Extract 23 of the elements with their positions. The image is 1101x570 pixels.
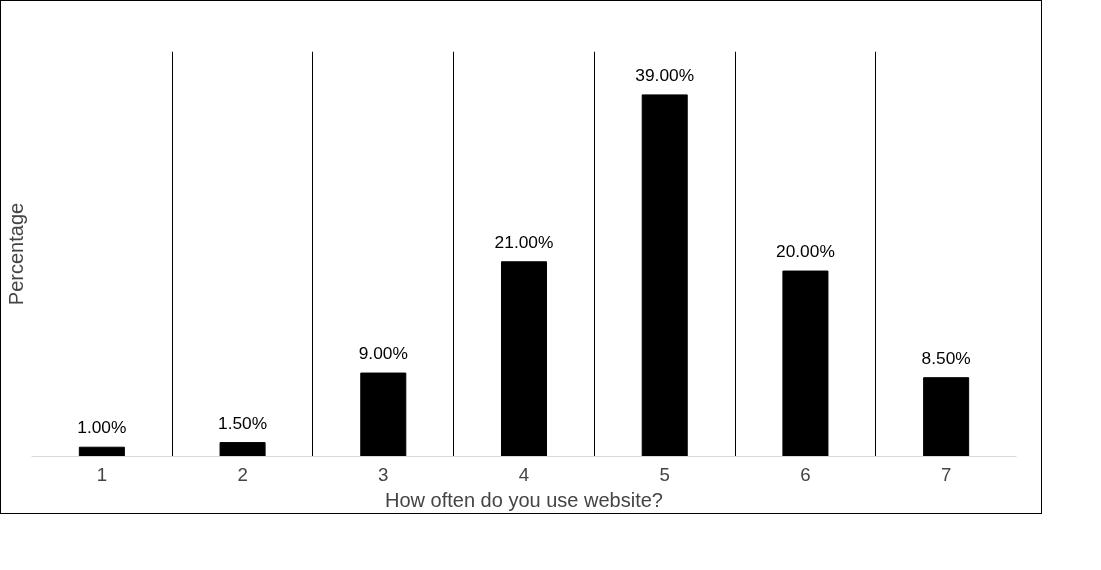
- x-tick-label: 7: [940, 463, 952, 485]
- x-tick-label: 2: [237, 463, 248, 485]
- data-label: 1.50%: [218, 412, 268, 433]
- y-axis-title: Percentage: [4, 202, 27, 306]
- data-label: 1.00%: [77, 417, 127, 438]
- bar: [219, 442, 266, 457]
- bar: [641, 94, 688, 457]
- x-tick-label: 1: [96, 463, 108, 485]
- x-tick-label: 6: [800, 463, 811, 485]
- x-axis-title: How often do you use website?: [385, 488, 663, 511]
- data-label: 9.00%: [358, 343, 408, 364]
- data-label: 39.00%: [635, 64, 695, 85]
- x-tick-label: 4: [518, 463, 530, 485]
- bar: [923, 377, 970, 457]
- bar: [500, 261, 548, 457]
- bar: [78, 446, 125, 457]
- data-label: 20.00%: [776, 241, 835, 262]
- data-label: 8.50%: [921, 347, 971, 368]
- data-label: 21.00%: [494, 231, 554, 252]
- bar: [782, 270, 829, 457]
- bar: [360, 372, 407, 457]
- x-tick-label: 3: [378, 463, 389, 485]
- x-tick-label: 5: [659, 463, 670, 485]
